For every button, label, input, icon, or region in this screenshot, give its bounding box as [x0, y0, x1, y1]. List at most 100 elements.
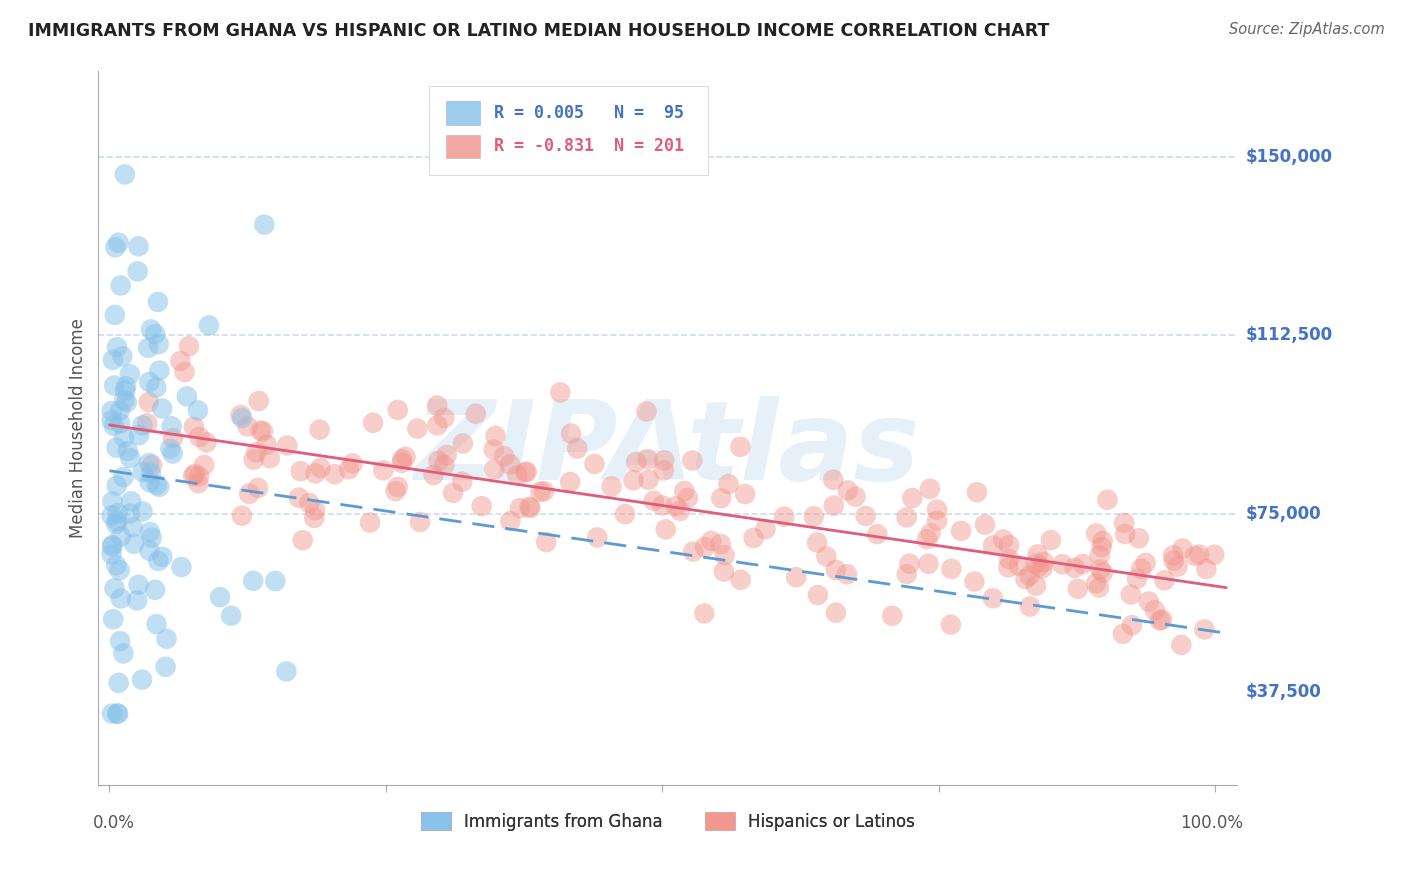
Point [1088, 548, 1111, 562]
Text: Source: ZipAtlas.com: Source: ZipAtlas.com [1229, 22, 1385, 37]
Point [824, 563, 846, 577]
Point [426, 399, 449, 413]
Point [131, 418, 153, 433]
Point [188, 469, 211, 483]
Point [291, 533, 314, 548]
Point [105, 706, 128, 721]
Point [120, 494, 142, 508]
Point [1014, 572, 1036, 586]
Point [219, 608, 242, 623]
Point [785, 570, 807, 584]
Point [1088, 581, 1111, 595]
Point [160, 419, 183, 434]
Point [107, 235, 129, 250]
Point [252, 425, 274, 439]
Point [693, 607, 716, 621]
Point [110, 529, 132, 543]
Point [105, 514, 128, 528]
Point [108, 634, 131, 648]
Point [195, 435, 218, 450]
Point [101, 494, 124, 508]
Point [1194, 623, 1216, 637]
Point [155, 659, 177, 673]
Point [138, 395, 160, 409]
Point [882, 608, 904, 623]
Point [105, 441, 128, 455]
Point [941, 562, 963, 576]
Point [896, 510, 918, 524]
Point [665, 500, 688, 514]
Point [651, 499, 673, 513]
Point [304, 511, 326, 525]
Point [148, 480, 170, 494]
Point [1031, 561, 1053, 575]
Point [146, 294, 169, 309]
Point [104, 308, 127, 322]
Point [259, 451, 281, 466]
Point [308, 423, 330, 437]
Point [997, 560, 1019, 574]
Point [138, 456, 160, 470]
Point [742, 531, 765, 545]
Point [426, 418, 449, 433]
Point [1166, 559, 1188, 574]
Point [115, 379, 138, 393]
Point [198, 318, 221, 333]
Point [529, 484, 551, 499]
Point [373, 463, 395, 477]
Point [127, 593, 149, 607]
Point [145, 380, 167, 394]
Point [231, 508, 253, 523]
Point [713, 549, 735, 563]
Point [391, 452, 413, 467]
Point [917, 557, 939, 571]
Point [519, 500, 541, 514]
Point [247, 394, 270, 409]
Point [966, 485, 988, 500]
Text: 0.0%: 0.0% [93, 814, 135, 831]
Point [1018, 568, 1040, 582]
Point [298, 496, 321, 510]
Point [245, 445, 267, 459]
FancyBboxPatch shape [446, 135, 479, 158]
Point [229, 408, 252, 422]
Point [193, 458, 215, 472]
Point [586, 530, 609, 544]
Point [115, 395, 138, 409]
Point [209, 590, 232, 604]
Point [494, 449, 516, 463]
Point [433, 411, 456, 425]
Point [583, 457, 606, 471]
Point [823, 473, 845, 487]
Point [323, 467, 346, 482]
Point [560, 475, 582, 489]
Point [652, 463, 675, 477]
Point [138, 543, 160, 558]
Point [131, 504, 153, 518]
Point [141, 458, 163, 472]
Point [110, 278, 132, 293]
Point [108, 417, 131, 431]
Point [120, 450, 142, 465]
Point [998, 552, 1021, 566]
Point [499, 514, 522, 528]
Point [409, 515, 432, 529]
Point [506, 468, 529, 483]
Text: ZIPAtlas: ZIPAtlas [415, 396, 921, 503]
Point [139, 322, 162, 336]
Point [681, 453, 703, 467]
Point [236, 419, 259, 434]
Point [815, 549, 838, 564]
Point [1204, 548, 1226, 562]
Point [112, 470, 135, 484]
Legend: Immigrants from Ghana, Hispanics or Latinos: Immigrants from Ghana, Hispanics or Lati… [415, 805, 921, 838]
Point [974, 517, 997, 532]
Point [1121, 618, 1143, 632]
Point [148, 363, 170, 377]
Point [471, 499, 494, 513]
Point [159, 442, 181, 456]
Point [387, 403, 409, 417]
Point [101, 612, 124, 626]
Point [1188, 548, 1211, 562]
Point [105, 516, 128, 531]
